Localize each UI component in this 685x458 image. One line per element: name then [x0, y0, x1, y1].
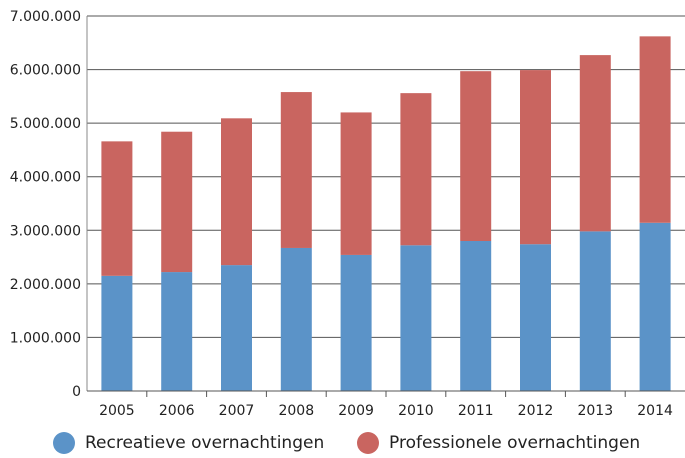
bar-professionele-2007	[221, 118, 252, 266]
bar-professionele-2005	[101, 141, 133, 276]
x-tick-label: 2006	[159, 403, 195, 419]
x-tick-label: 2005	[99, 403, 135, 419]
bar-recreatieve-2010	[400, 245, 432, 391]
bar-recreatieve-2006	[161, 272, 193, 391]
x-tick-label: 2012	[518, 403, 554, 419]
x-tick-label: 2007	[219, 403, 255, 419]
x-tick-label: 2008	[278, 403, 314, 419]
bar-professionele-2011	[460, 71, 492, 241]
bar-recreatieve-2008	[280, 247, 312, 391]
bar-recreatieve-2009	[340, 254, 372, 391]
bar-recreatieve-2013	[579, 231, 611, 391]
x-tick-label: 2009	[338, 403, 374, 419]
bar-professionele-2006	[161, 131, 193, 273]
bar-recreatieve-2005	[101, 275, 133, 391]
bar-recreatieve-2014	[639, 222, 671, 391]
y-tick-label: 3.000.000	[10, 223, 81, 239]
y-tick-label: 7.000.000	[10, 9, 81, 25]
x-axis	[86, 16, 685, 397]
bar-recreatieve-2012	[520, 244, 551, 391]
y-tick-label: 0	[72, 384, 81, 400]
legend-label-recreatieve: Recreatieve overnachtingen	[85, 433, 325, 453]
legend: Recreatieve overnachtingen Professionele…	[0, 432, 685, 458]
legend-item-recreatieve: Recreatieve overnachtingen	[53, 432, 324, 454]
bar-professionele-2014	[639, 36, 671, 223]
y-tick-label: 2.000.000	[10, 277, 81, 293]
bar-professionele-2009	[340, 112, 372, 255]
legend-label-professionele: Professionele overnachtingen	[389, 433, 641, 453]
bar-recreatieve-2007	[221, 265, 252, 391]
y-tick-label: 1.000.000	[10, 330, 81, 346]
bar-professionele-2012	[520, 70, 551, 245]
bar-professionele-2010	[400, 93, 432, 246]
legend-swatch-professionele	[357, 432, 379, 454]
y-axis-tick-labels: 0 1.000.000 2.000.000 3.000.000 4.000.000 5.0…	[10, 9, 81, 400]
bar-professionele-2013	[579, 55, 611, 232]
x-tick-label: 2011	[458, 403, 494, 419]
x-tick-label: 2010	[398, 403, 434, 419]
legend-item-professionele: Professionele overnachtingen	[357, 432, 640, 454]
y-tick-label: 6.000.000	[10, 63, 81, 79]
bar-recreatieve-2011	[460, 241, 492, 391]
x-tick-label: 2013	[577, 403, 613, 419]
y-tick-label: 5.000.000	[10, 116, 81, 132]
bar-professionele-2008	[280, 92, 312, 248]
x-tick-label: 2014	[637, 403, 673, 419]
legend-swatch-recreatieve	[53, 432, 75, 454]
x-axis-tick-labels: 2005 2006 2007 2008 2009 2010 2011 2012 2013 2014	[99, 403, 673, 419]
y-tick-label: 4.000.000	[10, 170, 81, 186]
bars	[101, 36, 671, 391]
